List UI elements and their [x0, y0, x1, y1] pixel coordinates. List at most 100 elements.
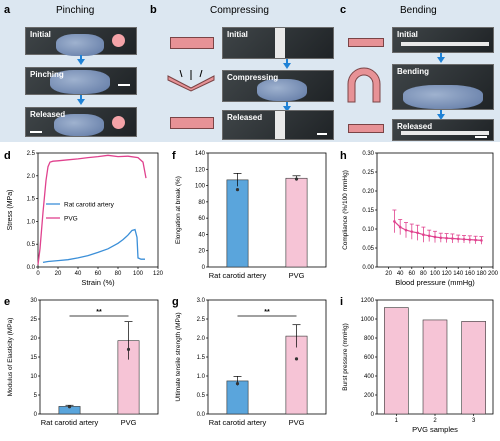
y-tick-label: 0: [371, 412, 375, 418]
data-point: [404, 228, 408, 232]
photo-a-initial-label: Initial: [30, 30, 51, 39]
photo-b-compressing-label: Compressing: [227, 73, 279, 82]
data-point: [439, 236, 443, 240]
chart-g-tensile-strength: 0.0 0.5 1.0 1.5 2.0 2.5 3.0 Ultimate tensile st…: [175, 298, 327, 427]
series-line-1: [42, 228, 145, 264]
y-tick-label: 60: [198, 216, 205, 222]
x-tick-label: 20: [55, 271, 62, 277]
y-tick-label: 20: [198, 249, 205, 255]
legend-label: Rat carotid artery: [64, 202, 115, 209]
data-point: [410, 230, 414, 233]
hand-image: [54, 114, 104, 136]
y-tick-label: 140: [195, 151, 206, 157]
chart-d-stress-strain: 0.0 0.5 1.0 1.5 2.0 2.5 0 20 40 60 80 100 120 Stress …: [7, 151, 164, 287]
y-tick-label: 1.0: [197, 374, 206, 380]
hand-image: [50, 70, 110, 94]
data-point: [416, 231, 419, 235]
y-axis-label: Ultimate tensile strength (MPa): [175, 312, 182, 401]
vertical-tube: [275, 111, 285, 139]
y-tick-label: 1.5: [27, 197, 36, 203]
y-tick-label: 10: [30, 374, 37, 380]
x-tick-label: 120: [153, 271, 164, 277]
panel-c-letter: c: [340, 4, 347, 16]
bar: [285, 335, 308, 415]
y-tick-label: 40: [198, 232, 205, 238]
data-point: [422, 233, 425, 236]
data-point: [393, 220, 396, 223]
category-label: PVG: [121, 418, 137, 427]
photo-b-released: Released: [222, 110, 334, 140]
photo-b-compressing: Compressing: [222, 70, 334, 102]
schematic-bent: [347, 67, 381, 103]
y-tick-label: 25: [30, 317, 37, 323]
x-tick-label: 180: [476, 271, 487, 277]
panel-d-letter: d: [4, 150, 11, 162]
bar: [226, 179, 249, 268]
panel-f-letter: f: [172, 150, 176, 162]
y-axis-label: Compliance (%/100 mmHg): [342, 170, 349, 250]
x-tick-label: 100: [430, 271, 441, 277]
x-tick-label: 120: [442, 271, 453, 277]
down-arrow-icon: [77, 59, 85, 65]
schematic-rod: [348, 38, 384, 47]
scale-bar: [30, 131, 42, 133]
x-tick-label: 40: [397, 271, 404, 277]
panel-a-letter: a: [4, 4, 11, 16]
y-tick-label: 400: [364, 374, 375, 380]
sample-disk: [112, 116, 125, 129]
significance-label: **: [96, 309, 102, 316]
photo-c-released: Released: [392, 119, 494, 141]
data-point: [427, 234, 431, 238]
hand-image: [403, 85, 483, 109]
y-tick-label: 120: [195, 167, 206, 173]
x-tick-label: 100: [133, 271, 144, 277]
bar: [226, 380, 249, 415]
y-tick-label: 200: [364, 393, 375, 399]
data-point: [480, 239, 483, 242]
x-tick-label: 60: [95, 271, 102, 277]
compressed-shape: [167, 75, 215, 92]
down-arrow-icon: [77, 99, 85, 105]
photo-c-bending: Bending: [392, 64, 494, 110]
category-label: Rat carotid artery: [209, 271, 267, 280]
down-arrow-icon: [283, 106, 291, 112]
photo-c-initial-label: Initial: [397, 30, 418, 39]
arrow-line: [179, 70, 183, 78]
data-point: [67, 405, 72, 409]
chart-i-burst-pressure: 0 200 400 600 800 1000 1200 Burst pressure (mmH…: [342, 298, 494, 434]
panel-h-letter: h: [340, 150, 347, 162]
photo-a-pinching: Pinching: [25, 67, 137, 95]
panel-i-letter: i: [340, 296, 344, 308]
y-tick-label: 0.10: [362, 227, 374, 233]
data-point: [445, 236, 448, 240]
plot-frame: [39, 299, 159, 415]
panel-e-letter: e: [4, 296, 11, 308]
y-tick-label: 30: [30, 298, 37, 304]
down-arrow-icon: [437, 114, 445, 120]
y-tick-label: 100: [195, 184, 206, 190]
y-tick-label: 1000: [361, 317, 375, 323]
down-arrow-icon: [437, 57, 445, 63]
bent-shape: [347, 67, 381, 103]
y-tick-label: 0: [34, 412, 38, 418]
y-tick-label: 0: [202, 265, 206, 271]
down-arrow-icon: [283, 63, 291, 69]
y-tick-label: 0.5: [197, 393, 206, 399]
x-axis-label: PVG samples: [412, 425, 458, 434]
x-tick-label: 60: [408, 271, 415, 277]
horizontal-rod: [401, 42, 489, 46]
x-tick-label: 80: [115, 271, 122, 277]
photo-c-released-label: Released: [397, 122, 433, 131]
category-label: 1: [395, 418, 399, 424]
arrow-stem: [440, 53, 442, 58]
panel-b-title: Compressing: [210, 5, 269, 16]
photo-a-initial: Initial: [25, 27, 137, 56]
panel-g-letter: g: [172, 296, 179, 308]
vertical-tube: [275, 28, 285, 58]
series-line-2: [37, 154, 147, 265]
data-point: [474, 238, 477, 242]
y-axis-label: Elongation at break (%): [175, 176, 182, 244]
bar: [285, 177, 308, 268]
arrow-stem: [286, 102, 288, 107]
category-label: PVG: [289, 418, 305, 427]
